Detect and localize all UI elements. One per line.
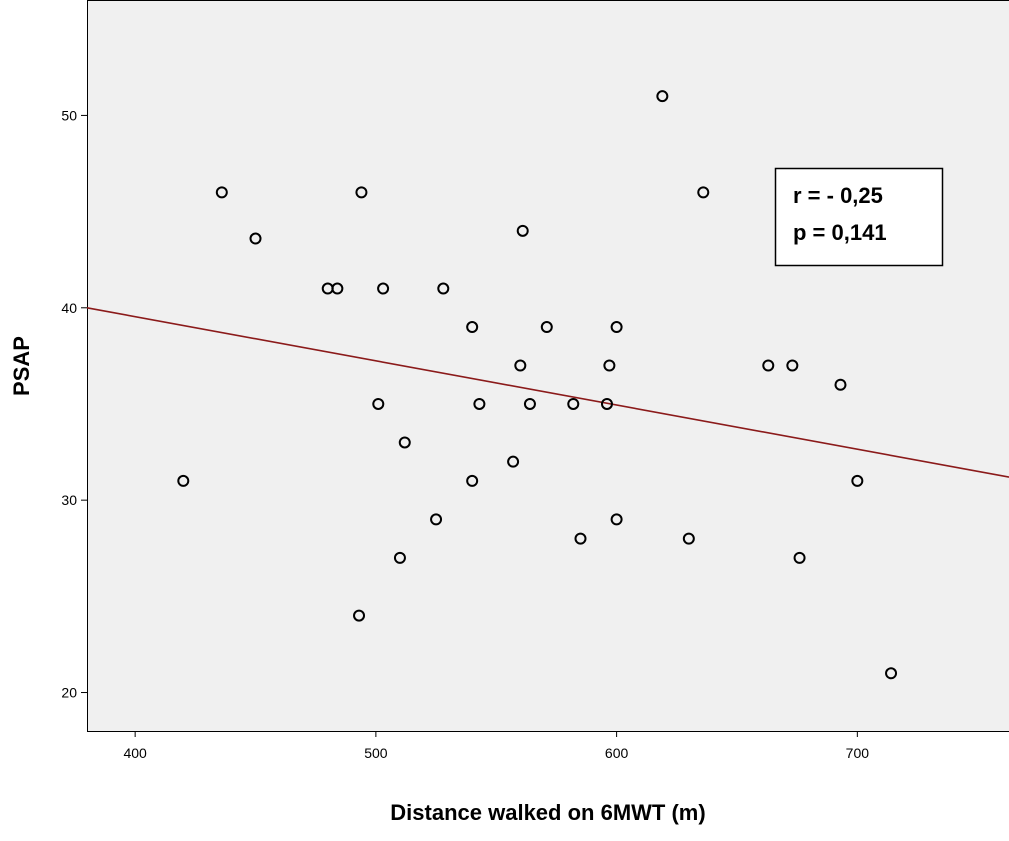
annotation-r-value: r = - 0,25 [793,183,883,208]
y-tick-label: 30 [61,492,77,508]
x-tick-label: 500 [364,745,388,761]
plot-area [88,1,1009,732]
y-tick-label: 40 [61,300,77,316]
x-axis: 400 500 600 700 [123,731,869,761]
x-tick-label: 400 [123,745,147,761]
correlation-annotation: r = - 0,25 p = 0,141 [776,169,943,266]
x-tick-label: 700 [846,745,870,761]
y-axis: 20 30 40 50 [61,107,87,700]
y-tick-label: 20 [61,685,77,701]
y-axis-title: PSAP [9,336,34,396]
x-axis-title: Distance walked on 6MWT (m) [390,800,705,825]
y-tick-label: 50 [61,107,77,123]
annotation-p-value: p = 0,141 [793,220,887,245]
x-tick-label: 600 [605,745,629,761]
